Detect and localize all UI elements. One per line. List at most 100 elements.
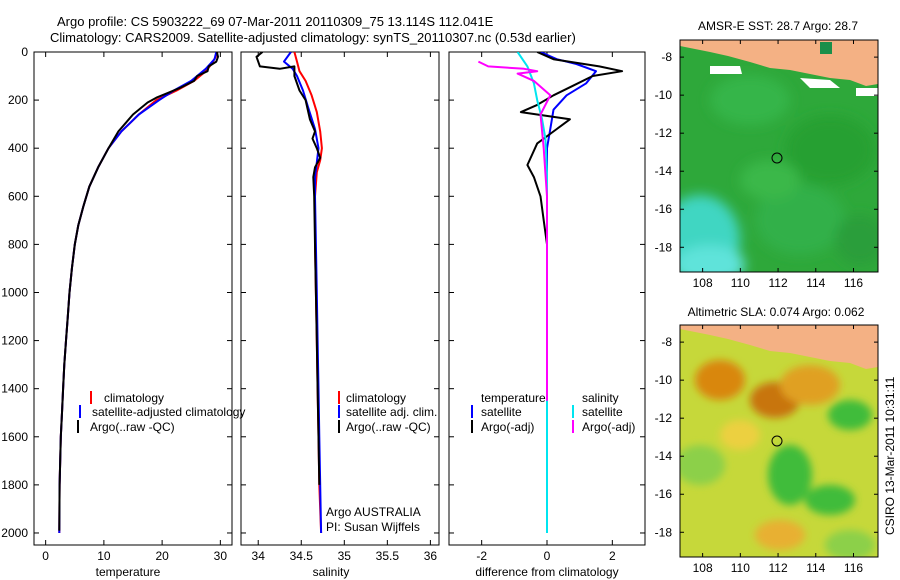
difference-legend: temperature satellite Argo(-adj) salinit… xyxy=(471,391,635,434)
series-line-argo-raw-qc xyxy=(58,52,219,531)
x-tick-label: 0 xyxy=(42,549,49,563)
legend-label-sal-satellite: satellite xyxy=(582,405,623,419)
x-tick-label: 30 xyxy=(214,549,228,563)
series-line-argo-raw-qc xyxy=(255,52,322,485)
sla-map-panel: Altimetric SLA: 0.074 Argo: 0.062 108 110… xyxy=(655,305,879,575)
map-y-tick-label: -10 xyxy=(655,88,673,102)
map-x-tick-label: 114 xyxy=(806,276,825,290)
argo-location-marker xyxy=(771,435,783,447)
y-tick-label: 2000 xyxy=(1,526,28,540)
legend-label-climatology: climatology xyxy=(104,391,164,405)
map-y-tick-label: -14 xyxy=(655,449,673,463)
series-line-temperature-argo-adj xyxy=(519,52,624,413)
map-y-tick-label: -12 xyxy=(655,126,673,140)
map-x-tick-label: 116 xyxy=(844,561,863,575)
x-tick-label: 34 xyxy=(252,549,266,563)
legend-group-temperature: temperature xyxy=(481,391,546,405)
map-y-tick-label: -8 xyxy=(661,50,672,64)
x-tick-label: 34.5 xyxy=(290,549,314,563)
y-tick-label: 800 xyxy=(8,237,28,251)
sla-map-title: Altimetric SLA: 0.074 Argo: 0.062 xyxy=(688,305,865,319)
map-x-tick-label: 112 xyxy=(768,561,787,575)
x-tick-label: 0 xyxy=(544,549,551,563)
salinity-axis-label: salinity xyxy=(313,565,350,579)
x-tick-label: 10 xyxy=(97,549,111,563)
legend-label-temp-satellite: satellite xyxy=(481,405,522,419)
map-x-tick-label: 108 xyxy=(693,561,713,575)
difference-axis-label: difference from climatology xyxy=(475,565,618,579)
series-line-salinity-satellite xyxy=(516,52,548,533)
y-tick-label: 1400 xyxy=(1,382,28,396)
x-tick-label: 35 xyxy=(338,549,352,563)
sst-map-frame xyxy=(679,39,879,273)
y-tick-label: 400 xyxy=(8,141,28,155)
salinity-tick-labels: 34 34.5 35 35.5 36 xyxy=(252,52,438,563)
sst-map-panel: AMSR-E SST: 28.7 Argo: 28.7 108 110 112 114… xyxy=(655,19,879,290)
series-line-climatology xyxy=(58,52,219,534)
x-tick-label: -2 xyxy=(476,549,487,563)
sla-map-ticks: 108 110 112 114 116 -8 -10 -12 -14 -16 -18 xyxy=(655,325,878,575)
x-tick-label: 2 xyxy=(609,549,616,563)
map-y-tick-label: -16 xyxy=(655,487,673,501)
y-tick-label: 1200 xyxy=(1,334,28,348)
legend-label-satellite-adjusted: satellite-adjusted climatology xyxy=(92,405,245,419)
map-y-tick-label: -8 xyxy=(661,335,672,349)
legend-label-argo: Argo(..raw -QC) xyxy=(90,420,175,434)
y-tick-label: 1000 xyxy=(1,285,28,299)
legend-label-temp-argo: Argo(-adj) xyxy=(481,420,534,434)
map-y-tick-label: -16 xyxy=(655,202,673,216)
sst-map-title: AMSR-E SST: 28.7 Argo: 28.7 xyxy=(698,19,858,33)
legend-label-sal-argo: Argo(-adj) xyxy=(582,420,635,434)
map-x-tick-label: 110 xyxy=(731,561,750,575)
temperature-axes-frame xyxy=(33,51,233,546)
temperature-axis-label: temperature xyxy=(96,565,161,579)
argo-location-marker xyxy=(771,152,783,164)
y-tick-label: 1600 xyxy=(1,430,28,444)
csiro-timestamp: CSIRO 13-Mar-2011 10:31:11 xyxy=(883,376,897,535)
legend-label-climatology: climatology xyxy=(346,391,406,405)
map-y-tick-label: -14 xyxy=(655,164,673,178)
map-y-tick-label: -18 xyxy=(655,240,673,254)
sst-map-image xyxy=(680,40,878,272)
y-tick-label: 1800 xyxy=(1,478,28,492)
temperature-tick-labels: 0 10 20 30 xyxy=(42,52,227,563)
legend-label-argo: Argo(..raw -QC) xyxy=(346,420,431,434)
y-tick-label: 200 xyxy=(8,93,28,107)
map-y-tick-label: -18 xyxy=(655,525,673,539)
salinity-axes-frame xyxy=(240,51,440,546)
sst-map-ticks: 108 110 112 114 116 -8 -10 -12 -14 -16 -18 xyxy=(655,40,878,290)
series-line-salinity-argo-adj xyxy=(477,60,552,401)
map-y-tick-label: -10 xyxy=(655,373,673,387)
missing-data xyxy=(710,66,878,96)
legend-group-salinity: salinity xyxy=(582,391,619,405)
y-tick-label: 600 xyxy=(8,189,28,203)
figure-title-line1: Argo profile: CS 5903222_69 07-Mar-2011 … xyxy=(57,14,494,29)
salinity-panel: 34 34.5 35 35.5 36 salinity climatology sate… xyxy=(240,51,440,579)
credit-line2: PI: Susan Wijffels xyxy=(326,520,420,534)
difference-panel: -2 0 2 difference from climatology tempera… xyxy=(448,51,646,579)
map-x-tick-label: 114 xyxy=(806,561,825,575)
series-line-satellite-adjusted-climatology xyxy=(58,52,218,534)
x-tick-label: 20 xyxy=(155,549,169,563)
java-land xyxy=(680,325,878,369)
map-x-tick-label: 110 xyxy=(731,276,750,290)
map-x-tick-label: 108 xyxy=(693,276,713,290)
salinity-legend: climatology satellite adj. clim. Argo(..… xyxy=(338,391,437,434)
y-tick-label: 0 xyxy=(21,45,28,59)
legend-label-satellite-adj: satellite adj. clim. xyxy=(346,405,437,419)
temperature-legend: climatology satellite-adjusted climatolo… xyxy=(77,391,245,434)
series-line-temperature-satellite xyxy=(540,52,597,533)
salinity-plot-area xyxy=(255,52,323,534)
map-x-tick-label: 112 xyxy=(768,276,787,290)
difference-plot-area xyxy=(477,52,624,533)
map-x-tick-label: 116 xyxy=(844,276,863,290)
sla-map-frame xyxy=(679,324,879,558)
map-y-tick-label: -12 xyxy=(655,411,673,425)
x-tick-label: 36 xyxy=(424,549,438,563)
x-tick-label: 35.5 xyxy=(376,549,400,563)
depth-tick-labels: 0 200 400 600 800 1000 1200 1400 1600 1800 2000 xyxy=(1,45,645,540)
figure-title-line2: Climatology: CARS2009. Satellite-adjuste… xyxy=(50,30,576,45)
temperature-plot-area xyxy=(58,52,219,534)
